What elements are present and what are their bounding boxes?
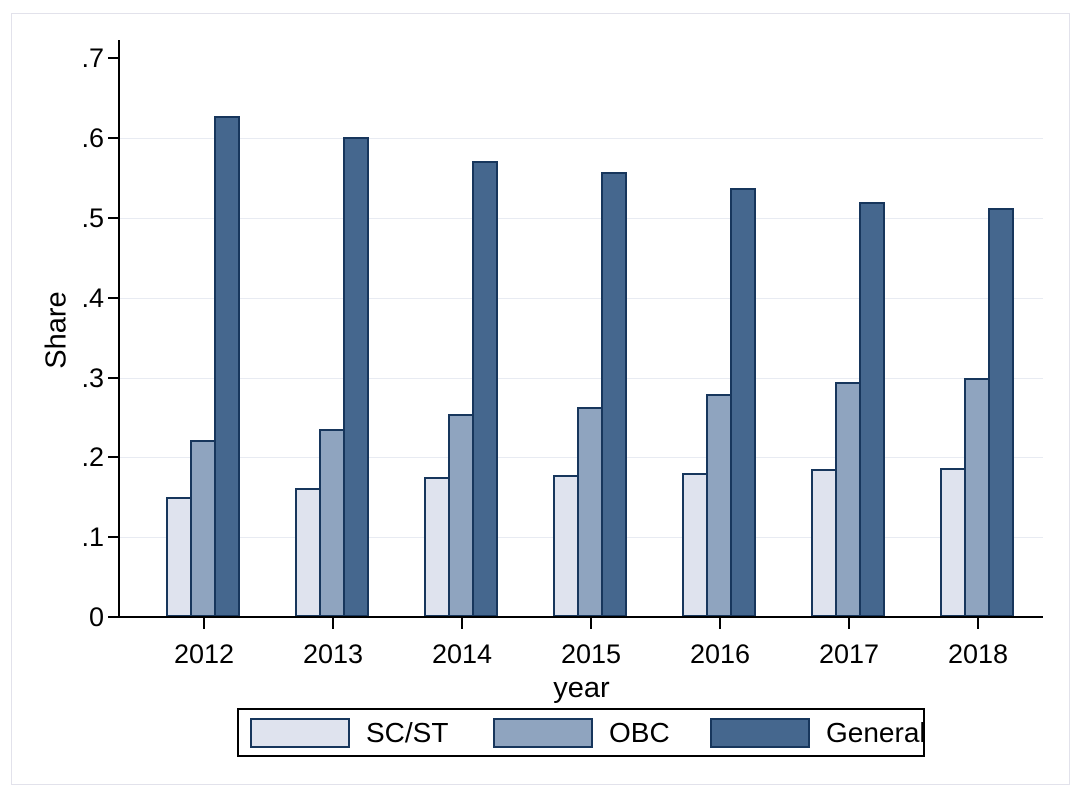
x-tick — [977, 618, 979, 629]
y-tick — [108, 377, 118, 379]
y-tick — [108, 536, 118, 538]
gridline — [120, 298, 1043, 299]
y-tick-label: .4 — [81, 283, 104, 313]
bar-2013-obc — [319, 429, 345, 617]
x-tick — [590, 618, 592, 629]
bar-2016-general — [730, 188, 756, 617]
y-tick — [108, 297, 118, 299]
bar-2018-sc-st — [940, 468, 966, 617]
legend-swatch-general — [710, 717, 810, 748]
legend-entry-sc-st: SC/ST — [250, 710, 448, 755]
bar-2014-sc-st — [424, 477, 450, 617]
legend-swatch-sc-st — [250, 717, 350, 748]
bar-2013-sc-st — [295, 488, 321, 617]
legend-entry-obc: OBC — [493, 710, 670, 755]
legend-label-obc: OBC — [609, 716, 670, 748]
x-tick-label: 2013 — [302, 639, 364, 669]
y-tick — [108, 57, 118, 59]
y-tick-label: 0 — [88, 602, 104, 632]
bar-2016-sc-st — [682, 473, 708, 617]
y-tick — [108, 456, 118, 458]
x-tick-label: 2018 — [947, 639, 1009, 669]
graph-region-border — [11, 13, 1070, 785]
bar-2015-obc — [577, 407, 603, 617]
x-tick-label: 2017 — [818, 639, 880, 669]
bar-2016-obc — [706, 394, 732, 617]
gridline — [120, 378, 1043, 379]
bar-2012-sc-st — [166, 497, 192, 617]
x-tick-label: 2012 — [173, 639, 235, 669]
legend-label-general: General — [826, 716, 926, 748]
x-axis-title: year — [553, 672, 610, 704]
gridline — [120, 138, 1043, 139]
x-tick — [203, 618, 205, 629]
x-tick — [461, 618, 463, 629]
bar-2015-general — [601, 172, 627, 617]
y-axis-line — [118, 40, 120, 618]
x-tick-label: 2014 — [431, 639, 493, 669]
gridline — [120, 218, 1043, 219]
y-tick — [108, 217, 118, 219]
legend-swatch-obc — [493, 717, 593, 748]
y-tick-label: .6 — [81, 123, 104, 153]
legend: SC/ST OBC General — [237, 708, 926, 757]
y-tick — [108, 616, 118, 618]
y-tick-label: .1 — [81, 522, 104, 552]
bar-2018-general — [988, 208, 1014, 617]
x-tick — [719, 618, 721, 629]
bar-2012-general — [214, 116, 240, 617]
bar-2017-obc — [835, 382, 861, 617]
bar-2014-general — [472, 161, 498, 617]
bar-2013-general — [343, 137, 369, 617]
x-tick — [332, 618, 334, 629]
bar-2017-sc-st — [811, 469, 837, 617]
bar-2018-obc — [964, 378, 990, 617]
bar-2014-obc — [448, 414, 474, 617]
x-tick-label: 2016 — [689, 639, 751, 669]
x-axis-line — [118, 616, 1043, 618]
y-tick-label: .3 — [81, 363, 104, 393]
y-tick — [108, 137, 118, 139]
legend-label-sc-st: SC/ST — [366, 716, 449, 748]
bar-2015-sc-st — [553, 475, 579, 617]
bar-2012-obc — [190, 440, 216, 617]
y-tick-label: .5 — [81, 203, 104, 233]
legend-entry-general: General — [710, 710, 926, 755]
x-tick — [848, 618, 850, 629]
y-tick-label: .7 — [81, 43, 104, 73]
bar-2017-general — [859, 202, 885, 617]
y-tick-label: .2 — [81, 442, 104, 472]
x-tick-label: 2015 — [560, 639, 622, 669]
